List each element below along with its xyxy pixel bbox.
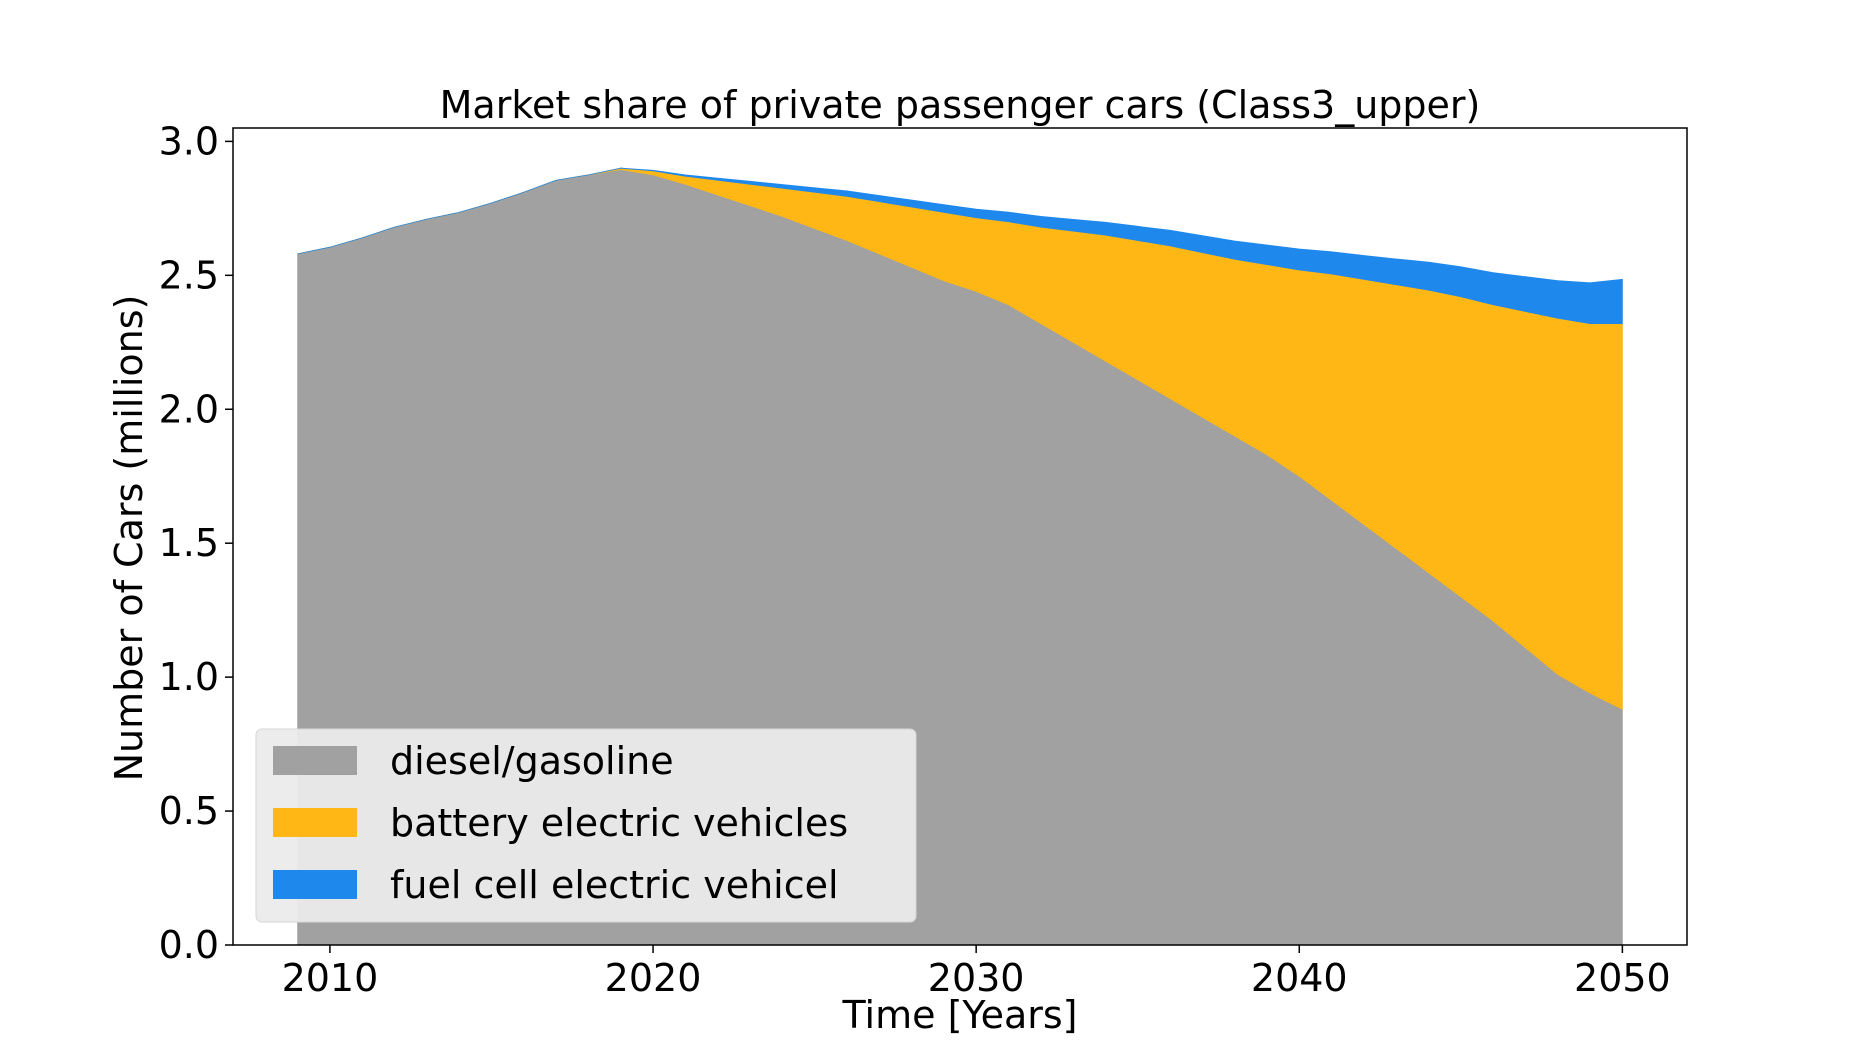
y-tick-label: 2.5 — [159, 253, 219, 297]
legend-swatch — [273, 870, 357, 899]
x-tick-label: 2040 — [1251, 956, 1348, 1000]
legend-box — [255, 728, 917, 923]
y-tick-label: 0.0 — [159, 923, 219, 967]
y-tick-label: 1.0 — [159, 655, 219, 699]
legend-label: diesel/gasoline — [390, 739, 674, 783]
y-axis-label: Number of Cars (millions) — [107, 295, 151, 782]
y-tick-label: 3.0 — [159, 119, 219, 163]
legend-label: battery electric vehicles — [390, 801, 848, 845]
y-tick-label: 2.0 — [159, 387, 219, 431]
y-axis: 0.0 0.5 1.0 1.5 2.0 2.5 3.0 — [159, 119, 233, 967]
x-tick-label: 2010 — [282, 956, 379, 1000]
x-axis-label: Time [Years] — [842, 993, 1078, 1037]
chart-title: Market share of private passenger cars (… — [440, 83, 1481, 127]
x-tick-label: 2030 — [928, 956, 1025, 1000]
y-tick-label: 1.5 — [159, 521, 219, 565]
legend: diesel/gasoline battery electric vehicles… — [255, 728, 917, 923]
legend-swatch — [273, 808, 357, 837]
x-tick-label: 2020 — [605, 956, 702, 1000]
y-tick-label: 0.5 — [159, 789, 219, 833]
x-axis: 2010 2020 2030 2040 2050 — [282, 945, 1671, 1000]
plot-frame — [232, 127, 1688, 946]
legend-swatch — [273, 746, 357, 775]
x-tick-label: 2050 — [1574, 956, 1671, 1000]
area-series-3 — [297, 167, 1623, 324]
legend-label: fuel cell electric vehicel — [390, 863, 839, 907]
